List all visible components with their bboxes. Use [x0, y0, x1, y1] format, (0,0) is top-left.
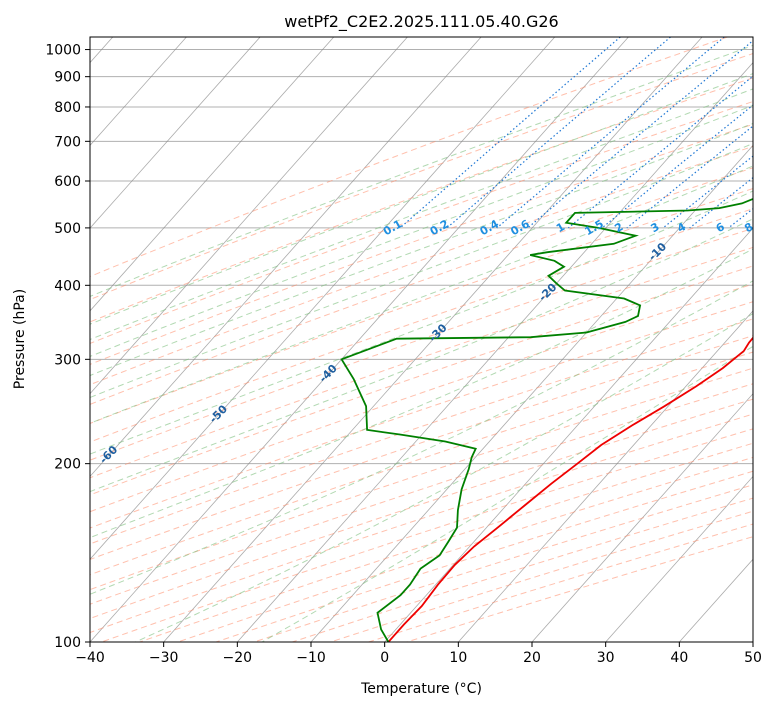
isotherm-line: [237, 61, 753, 642]
x-tick-label: −30: [149, 650, 179, 666]
moist-adiabat-line: [90, 165, 753, 424]
isotherm-line: [90, 37, 556, 560]
isotherm-line: [90, 37, 408, 395]
x-tick-label: 30: [597, 650, 615, 666]
isotherm-line: [531, 393, 753, 642]
isotherm-line: [90, 37, 335, 312]
dry-adiabat-line: [90, 77, 753, 323]
dry-adiabat-line: [90, 335, 753, 561]
x-tick-label: 20: [523, 650, 541, 666]
dry-adiabat-line: [90, 246, 753, 479]
x-tick-label: 50: [744, 650, 762, 666]
isotherm-line: [310, 144, 753, 642]
mixing-ratio-line: [568, 75, 753, 229]
temperature-line: [387, 336, 753, 642]
isotherm-line: [90, 37, 629, 642]
dry-adiabat-line: [90, 100, 753, 345]
mixing-ratio-line: [527, 39, 753, 229]
y-tick-label: 100: [54, 635, 81, 651]
moist-adiabat-line: [90, 280, 753, 595]
mixing-ratio-line: [399, 37, 621, 229]
mixing-ratio-line: [601, 104, 753, 229]
isotherm-line: [384, 227, 753, 642]
profile-series: [340, 197, 753, 642]
isotherm-line: [90, 37, 187, 146]
isotherm-line: [458, 310, 753, 642]
x-tick-label: 0: [380, 650, 389, 666]
dry-adiabat-line: [90, 383, 753, 605]
mixing-ratio-line: [446, 37, 671, 229]
y-tick-label: 400: [54, 278, 81, 294]
dry-adiabat-line: [90, 208, 753, 443]
moist-adiabat-line: [90, 122, 753, 377]
dewpoint-line: [340, 197, 753, 642]
dry-adiabat-line: [90, 351, 753, 576]
dry-adiabat-line: [90, 301, 753, 529]
dry-adiabat-line: [90, 265, 753, 496]
mixing-ratio-line: [626, 125, 753, 229]
x-axis-label: Temperature (°C): [360, 681, 482, 697]
y-tick-label: 500: [54, 221, 81, 237]
x-tick-label: −10: [296, 650, 326, 666]
y-tick-label: 800: [54, 100, 81, 116]
y-tick-label: 200: [54, 457, 81, 473]
x-axis: −40 −30 −20 −10 0 10 20 30 40 50: [75, 642, 762, 666]
moist-adiabat-line: [90, 44, 753, 297]
moist-adiabat-line: [90, 190, 753, 455]
y-tick-label: 700: [54, 134, 81, 150]
plot-frame: [89, 36, 754, 643]
y-axis-label: Pressure (hPa): [12, 289, 28, 389]
dry-adiabat-line: [90, 188, 753, 424]
chart-title: wetPf2_C2E2.2025.111.05.40.G26: [284, 12, 558, 32]
isotherm-line: [90, 37, 261, 229]
isotherm-line: [90, 37, 482, 478]
x-tick-label: 40: [670, 650, 688, 666]
y-tick-label: 900: [54, 70, 81, 86]
x-tick-label: −40: [75, 650, 105, 666]
dry-adiabat-line: [90, 52, 753, 301]
moist-adiabat-line: [90, 218, 753, 493]
y-axis: 100 200 300 400 500 600 700 800 900 1000: [45, 43, 90, 651]
x-tick-label: 10: [449, 650, 467, 666]
moist-adiabat-line: [90, 248, 753, 539]
y-tick-label: 1000: [45, 43, 81, 59]
dry-adiabat-line: [90, 37, 728, 278]
background-lines: [90, 37, 753, 642]
mixing-ratio-line: [496, 37, 725, 229]
moist-adiabat-line: [90, 73, 753, 325]
isotherm-line: [163, 37, 703, 642]
x-tick-label: −20: [223, 650, 253, 666]
y-tick-label: 600: [54, 174, 81, 190]
y-tick-label: 300: [54, 352, 81, 368]
